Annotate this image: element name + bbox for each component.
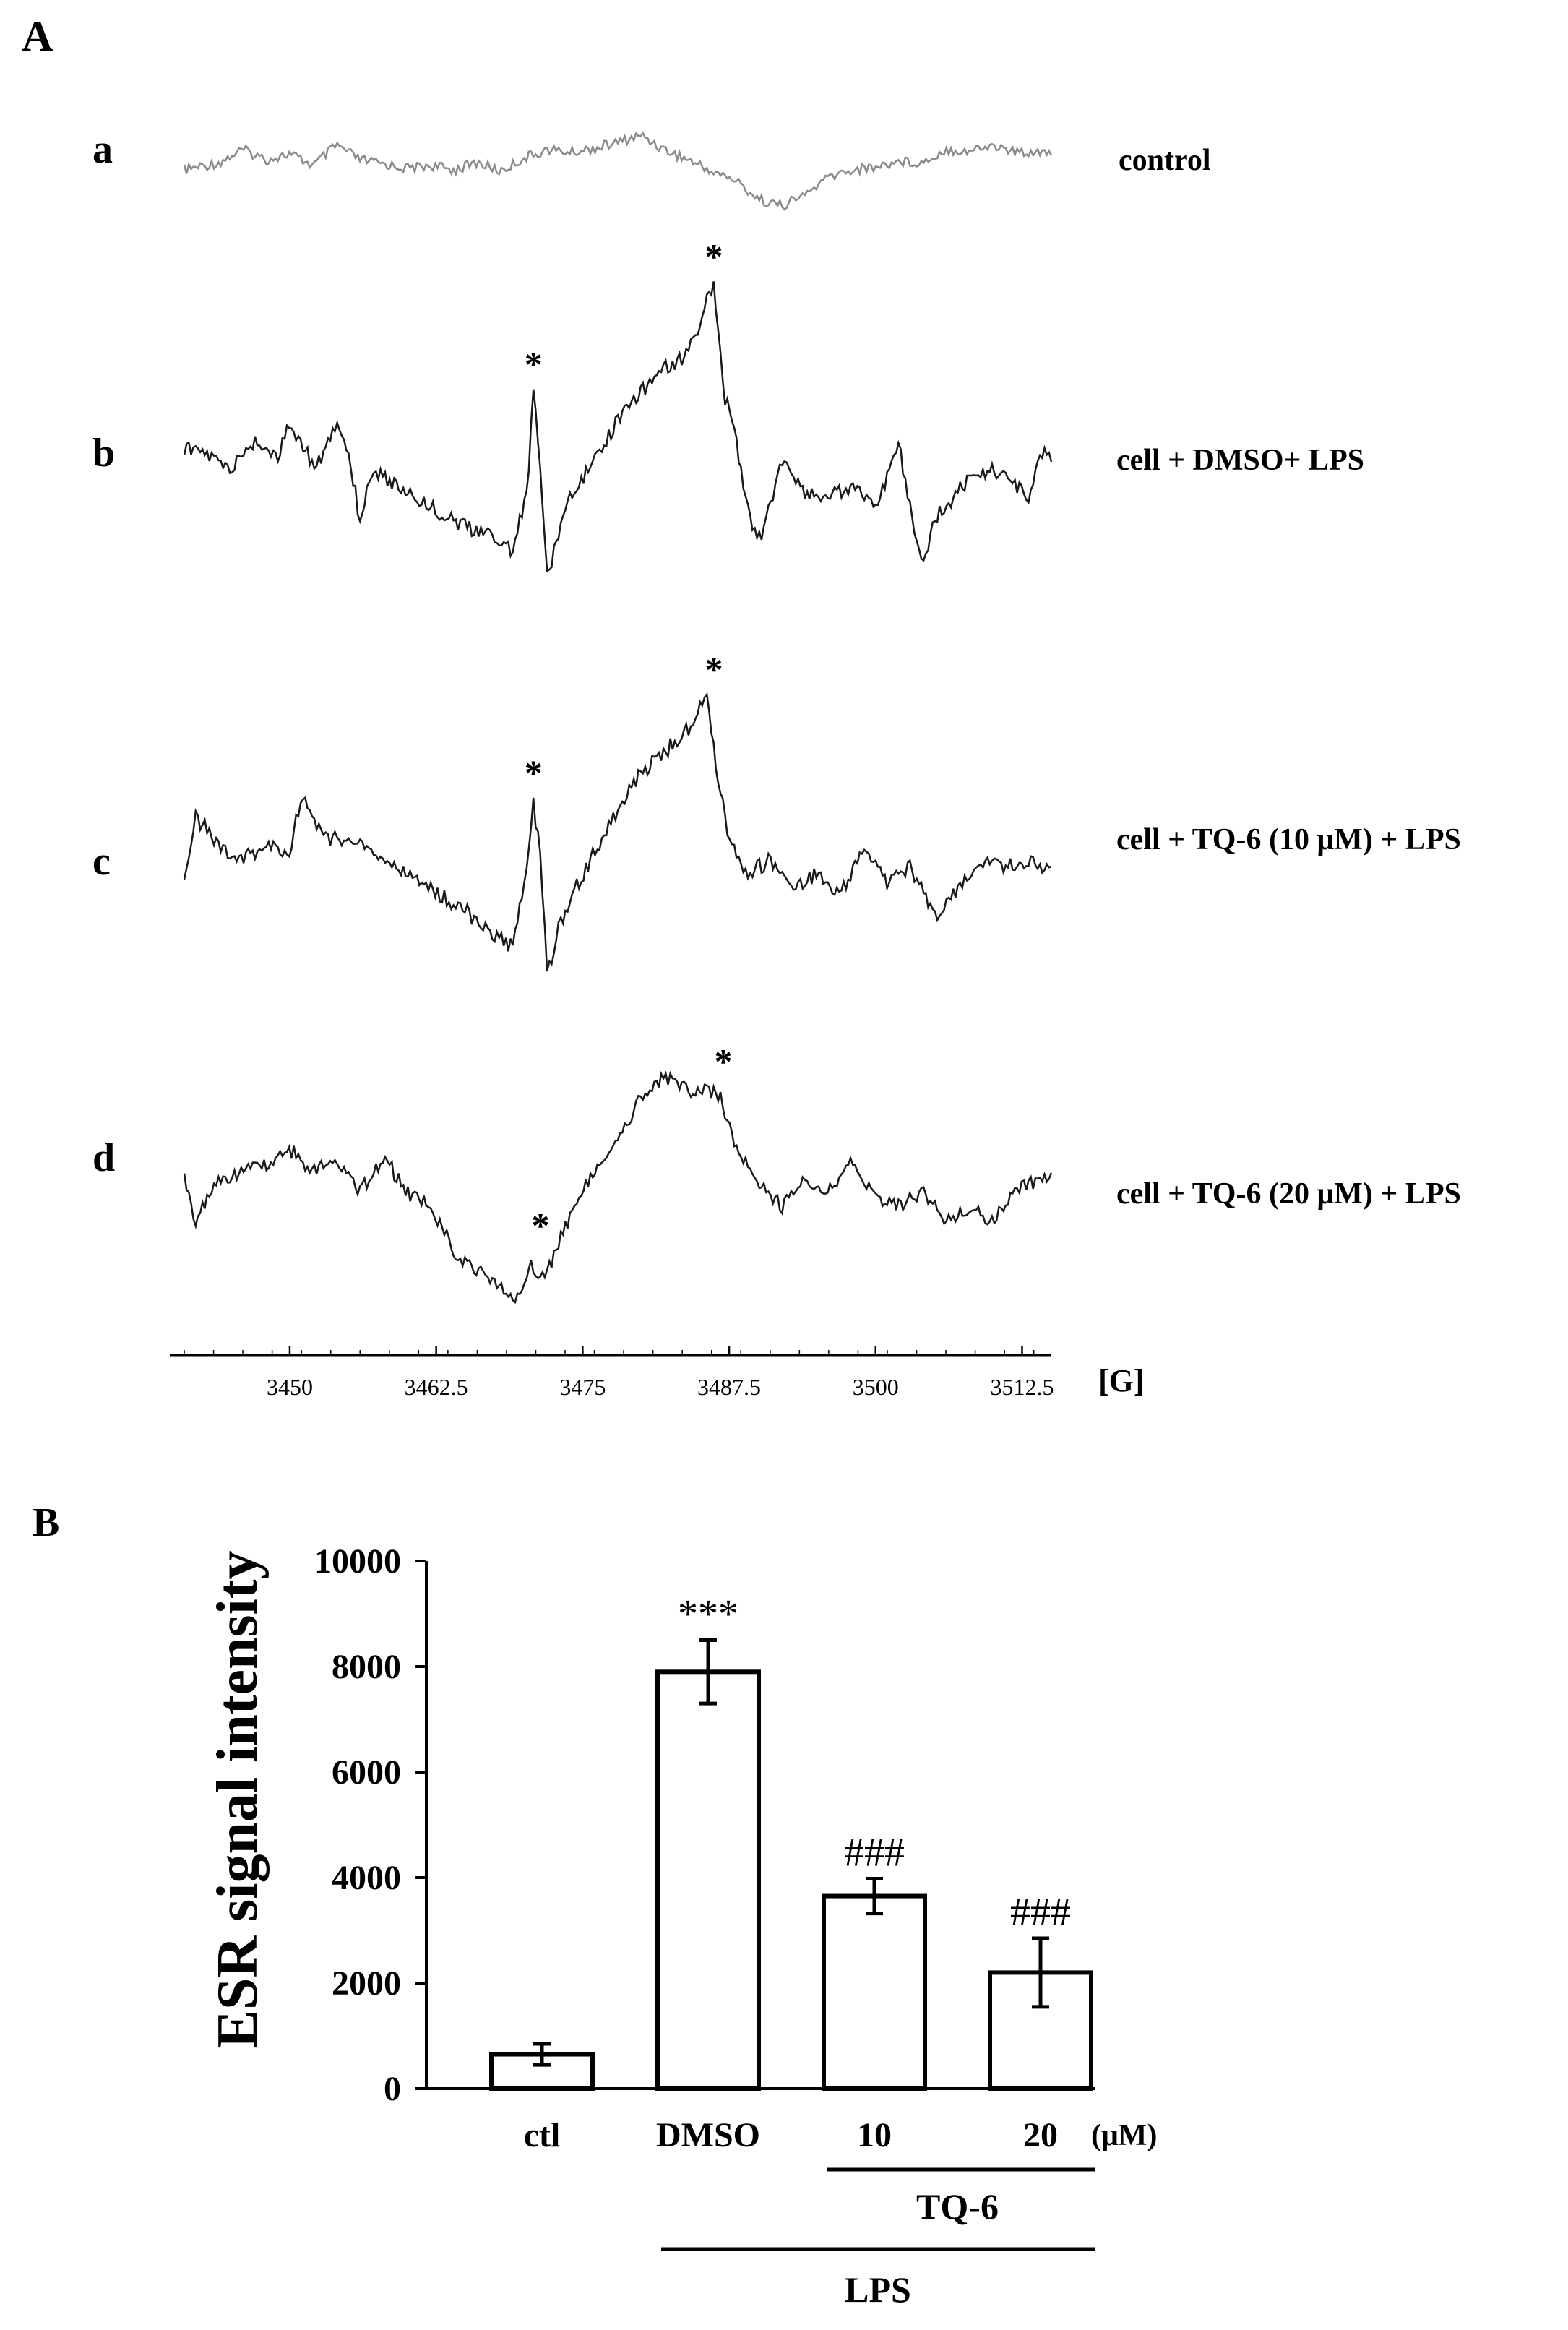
spectrum-c: c cell + TQ-6 (10 μM) + LPS * * — [92, 649, 1461, 972]
spectrum-c-peak-marker: * — [525, 752, 543, 793]
spectra-x-tick-label: 3512.5 — [990, 1374, 1054, 1400]
spectrum-b-label: cell + DMSO+ LPS — [1116, 444, 1364, 477]
spectrum-b: b cell + DMSO+ LPS * * — [92, 236, 1364, 573]
spectrum-d: d cell + TQ-6 (20 μM) + LPS * * — [92, 1041, 1461, 1304]
spectrum-c-letter: c — [92, 839, 111, 884]
spectra-x-axis-label: [G] — [1098, 1363, 1145, 1398]
unit-label: (μM) — [1091, 2119, 1157, 2152]
spectrum-b-letter: b — [92, 431, 115, 476]
panel-b-label: B — [33, 1500, 59, 1545]
bar-DMSO — [655, 1669, 761, 2092]
spectrum-a-line — [183, 131, 1053, 211]
spectra-x-tick-label: 3450 — [267, 1374, 313, 1400]
bar-y-tick-label: 4000 — [332, 1859, 401, 1897]
spectrum-b-peak-marker: * — [705, 236, 723, 276]
significance-annotation: *** — [678, 1592, 738, 1637]
bar-category-label: ctl — [524, 2116, 561, 2154]
spectrum-c-label: cell + TQ-6 (10 μM) + LPS — [1116, 823, 1461, 856]
bar-category-label: 10 — [857, 2116, 892, 2154]
spectrum-d-letter: d — [92, 1135, 115, 1180]
bar-category-label: 20 — [1023, 2116, 1058, 2154]
spectrum-d-peak-marker: * — [531, 1205, 549, 1245]
spectrum-a-letter: a — [92, 127, 113, 172]
bar-y-tick-label: 6000 — [332, 1753, 401, 1792]
bar-y-axis-label: ESR signal intensity — [206, 1550, 270, 2048]
spectrum-a: a control — [92, 127, 1211, 211]
bar-y-tick-label: 8000 — [332, 1648, 401, 1686]
spectrum-b-peak-marker: * — [525, 344, 543, 384]
spectrum-b-line — [183, 281, 1053, 573]
lps-group-label: LPS — [845, 2269, 911, 2310]
spectra-x-tick-label: 3462.5 — [405, 1374, 468, 1400]
spectra-x-tick-label: 3500 — [853, 1374, 899, 1400]
spectrum-a-label: control — [1119, 144, 1211, 177]
spectrum-d-line — [183, 1070, 1053, 1304]
esr-spectra: a control b cell + DMSO+ LPS * * c cell + TQ-6 … — [92, 127, 1461, 1304]
bar-y-tick-label: 0 — [384, 2070, 401, 2108]
spectrum-d-peak-marker: * — [714, 1041, 732, 1082]
spectra-x-tick-label: 3475 — [559, 1374, 606, 1400]
spectrum-c-line — [183, 692, 1052, 972]
bar-10 — [822, 1893, 927, 2092]
significance-annotation: ### — [844, 1830, 905, 1875]
tq6-group-label: TQ-6 — [916, 2186, 999, 2227]
bar-chart: ESR signal intensity 0 2000 4000 6000 8000 10… — [206, 1542, 1157, 2310]
spectra-x-tick-label: 3487.5 — [697, 1374, 761, 1400]
spectra-x-axis: [G] 3450 3462.5 3475 3487.5 3500 3512.5 — [170, 1346, 1145, 1400]
spectrum-d-label: cell + TQ-6 (20 μM) + LPS — [1116, 1177, 1461, 1211]
spectrum-c-peak-marker: * — [705, 649, 723, 689]
panel-a-label: A — [22, 12, 53, 60]
bar-y-tick-label: 10000 — [314, 1542, 401, 1581]
bar-y-tick-label: 2000 — [332, 1964, 401, 2003]
significance-annotation: ### — [1010, 1890, 1071, 1935]
bar-category-label: DMSO — [656, 2116, 760, 2154]
